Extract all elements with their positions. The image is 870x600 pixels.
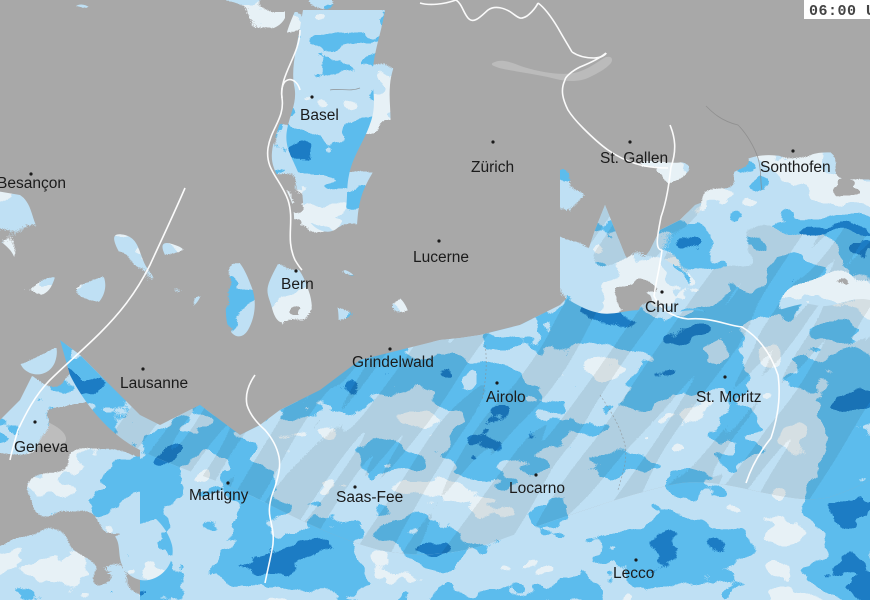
- svg-text:Basel: Basel: [300, 107, 339, 124]
- svg-text:St. Moritz: St. Moritz: [696, 389, 761, 406]
- svg-text:Zürich: Zürich: [471, 159, 514, 176]
- svg-text:Chur: Chur: [645, 299, 679, 316]
- svg-text:Locarno: Locarno: [509, 480, 565, 497]
- svg-text:Bern: Bern: [281, 276, 314, 293]
- svg-text:Lecco: Lecco: [613, 565, 654, 582]
- svg-text:Sonthofen: Sonthofen: [760, 159, 831, 176]
- svg-text:06:00 UTC: 06:00 UTC: [809, 3, 870, 20]
- svg-text:St. Gallen: St. Gallen: [600, 150, 668, 167]
- svg-text:Lausanne: Lausanne: [120, 375, 188, 392]
- svg-text:Lucerne: Lucerne: [413, 249, 469, 266]
- svg-text:Saas-Fee: Saas-Fee: [336, 489, 403, 506]
- svg-text:Airolo: Airolo: [486, 389, 526, 406]
- svg-text:Geneva: Geneva: [14, 439, 69, 456]
- svg-text:Martigny: Martigny: [189, 487, 249, 504]
- svg-text:Grindelwald: Grindelwald: [352, 354, 434, 371]
- svg-text:Besançon: Besançon: [0, 175, 66, 192]
